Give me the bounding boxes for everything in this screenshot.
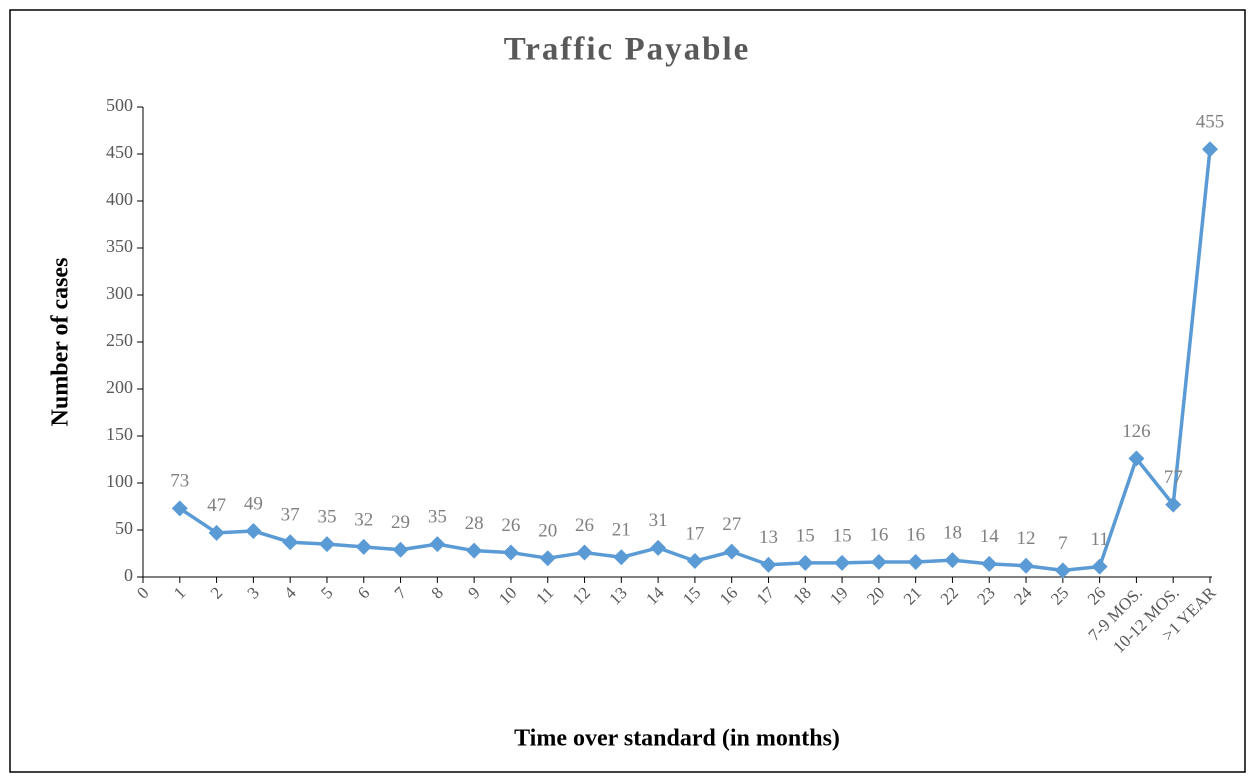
data-label: 12 [1017, 528, 1036, 549]
x-axis-title: Time over standard (in months) [514, 726, 840, 752]
marker [1128, 450, 1145, 467]
marker [1091, 558, 1108, 575]
marker [1018, 557, 1035, 574]
data-label: 49 [244, 493, 263, 514]
data-label: 35 [428, 506, 447, 527]
marker [576, 544, 593, 561]
marker [171, 500, 188, 517]
data-label: 26 [575, 515, 594, 536]
marker [981, 555, 998, 572]
marker [429, 536, 446, 553]
marker [245, 522, 262, 539]
marker [944, 552, 961, 569]
y-tick-label: 0 [124, 565, 133, 585]
data-label: 27 [722, 514, 741, 535]
data-label: 126 [1122, 421, 1151, 442]
marker [355, 538, 372, 555]
y-tick-label: 150 [106, 424, 133, 444]
marker [723, 543, 740, 560]
data-label: 18 [943, 522, 962, 543]
marker [1165, 496, 1182, 513]
data-label: 20 [538, 521, 557, 542]
data-label: 21 [612, 520, 631, 541]
marker [686, 553, 703, 570]
y-tick-label: 350 [106, 236, 133, 256]
chart-frame [9, 9, 1246, 773]
marker [760, 556, 777, 573]
data-label: 7 [1058, 533, 1068, 554]
marker [870, 553, 887, 570]
data-label: 16 [869, 524, 888, 545]
data-label: 77 [1164, 467, 1183, 488]
marker [650, 539, 667, 556]
y-tick-label: 450 [106, 142, 133, 162]
data-label: 37 [281, 505, 300, 526]
y-tick-label: 50 [115, 518, 133, 538]
marker [208, 524, 225, 541]
y-tick-label: 100 [106, 471, 133, 491]
y-tick-label: 200 [106, 377, 133, 397]
data-label: 16 [906, 524, 925, 545]
y-axis-title: Number of cases [48, 258, 74, 427]
marker [318, 536, 335, 553]
data-label: 29 [391, 512, 410, 533]
chart-title: Traffic Payable [504, 32, 751, 68]
data-label: 13 [759, 527, 778, 548]
data-label: 28 [465, 513, 484, 534]
data-label: 47 [207, 495, 226, 516]
data-label: 32 [354, 509, 373, 530]
marker [1202, 141, 1218, 158]
y-tick-label: 400 [106, 189, 133, 209]
marker [502, 544, 519, 561]
data-label: 14 [980, 526, 1000, 547]
data-label: 26 [501, 515, 520, 536]
marker [834, 554, 851, 571]
marker [1054, 562, 1071, 579]
data-label: 15 [833, 525, 852, 546]
marker [907, 553, 924, 570]
marker [282, 534, 299, 551]
marker [466, 542, 483, 559]
data-label: 73 [170, 471, 189, 492]
data-label: 31 [649, 510, 668, 531]
data-label: 15 [796, 525, 815, 546]
data-label: 17 [685, 523, 704, 544]
marker [613, 549, 630, 566]
marker [392, 541, 409, 558]
data-label: 11 [1090, 529, 1108, 550]
marker [539, 550, 556, 567]
y-tick-label: 500 [106, 95, 133, 115]
marker [797, 554, 814, 571]
data-label: 35 [317, 506, 336, 527]
y-tick-label: 250 [106, 330, 133, 350]
y-tick-label: 300 [106, 283, 133, 303]
data-label: 455 [1196, 112, 1225, 133]
